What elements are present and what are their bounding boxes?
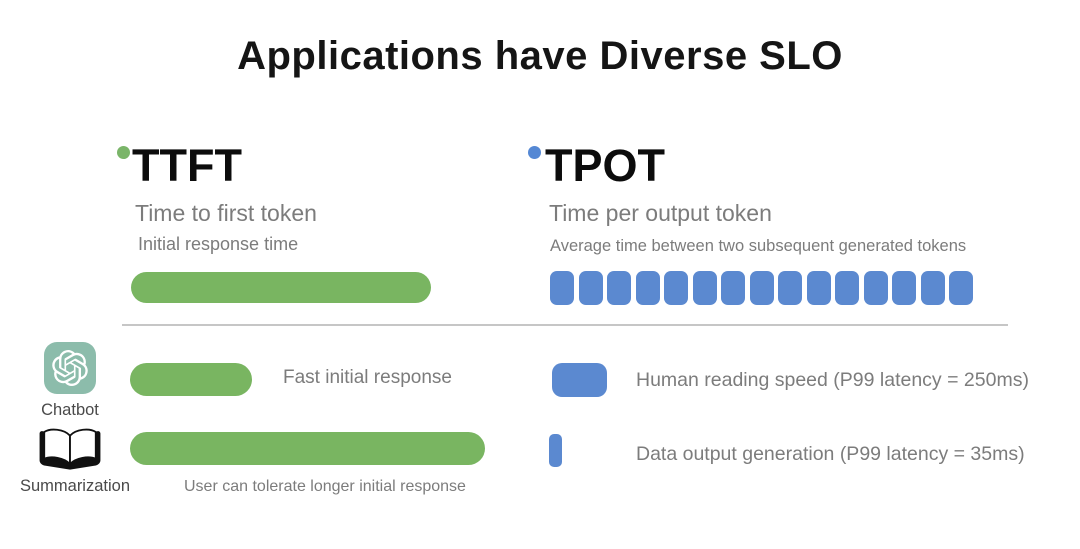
summarization-annotation: User can tolerate longer initial respons… [184,478,466,495]
token-square [806,271,831,305]
tpot-token-row [550,271,973,305]
summarization-ttft-bar [130,432,485,465]
token-square [550,271,574,305]
chatbot-ttft-bar [130,363,252,396]
ttft-subtitle: Time to first token [135,200,317,226]
human-reading-label: Human reading speed (P99 latency = 250ms… [636,369,1029,391]
token-square [892,271,916,305]
token-square [920,271,945,305]
green-dot-icon [117,146,130,159]
ttft-heading: TTFT [132,140,242,191]
blue-dot-icon [528,146,541,159]
human-reading-swatch [552,363,607,397]
chatbot-annotation: Fast initial response [283,367,452,388]
data-output-label: Data output generation (P99 latency = 35… [636,443,1025,465]
token-square [835,271,859,305]
tpot-description: Average time between two subsequent gene… [550,237,967,255]
token-square [778,271,802,305]
divider [122,324,1008,326]
token-square [749,271,774,305]
open-book-icon [37,424,103,472]
chatbot-label: Chatbot [41,401,99,419]
tpot-heading: TPOT [545,140,665,191]
token-square [635,271,660,305]
token-square [578,271,603,305]
token-square [664,271,688,305]
ttft-description: Initial response time [138,234,299,254]
slide-title: Applications have Diverse SLO [237,34,843,78]
token-square [949,271,973,305]
token-square [721,271,745,305]
summarization-label: Summarization [19,477,131,495]
openai-chatbot-icon [44,342,96,394]
token-square [692,271,717,305]
ttft-duration-bar [131,272,431,303]
token-square [607,271,631,305]
token-square [863,271,888,305]
data-output-swatch [549,434,562,467]
tpot-subtitle: Time per output token [549,200,772,226]
